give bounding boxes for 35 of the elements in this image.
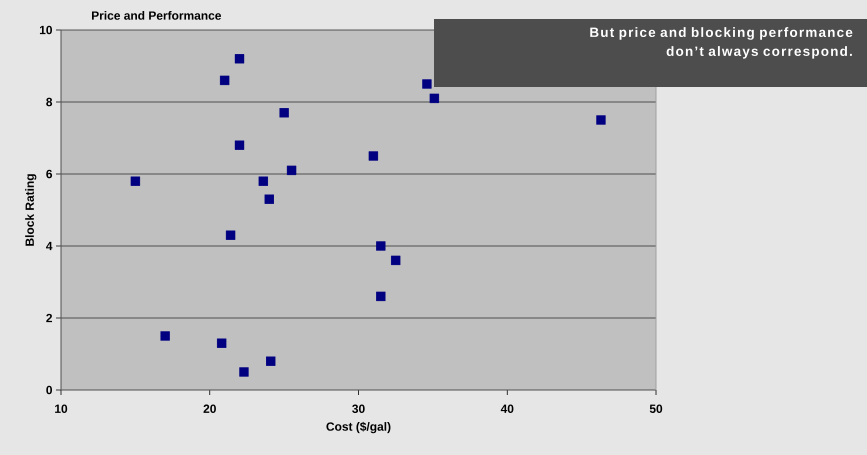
point — [160, 331, 170, 341]
point — [368, 151, 378, 161]
point — [279, 108, 289, 118]
point — [239, 367, 249, 377]
point — [286, 166, 296, 176]
point — [390, 256, 400, 266]
y-tick-label: 4 — [46, 242, 52, 250]
point — [596, 115, 606, 125]
point — [422, 79, 432, 89]
point — [376, 241, 386, 251]
x-axis-title: Cost ($/gal) — [326, 422, 390, 434]
annotation: But price and blocking performance don’t always correspond. — [590, 27, 852, 59]
point — [220, 76, 230, 86]
y-tick-label: 2 — [46, 314, 52, 322]
x-tick-label: 10 — [55, 404, 68, 413]
x-tick-label: 20 — [204, 404, 216, 413]
y-tick-label: 8 — [46, 98, 52, 106]
point — [130, 176, 140, 186]
y-tick-label: 6 — [46, 170, 52, 178]
x-tick-label: 30 — [352, 404, 365, 413]
point — [234, 140, 244, 150]
y-axis-title: Block Rating — [25, 174, 36, 246]
x-tick-label: 50 — [650, 404, 662, 413]
y-tick-label: 10 — [40, 26, 52, 34]
point — [234, 54, 244, 64]
chart-title: Price and Performance — [92, 11, 222, 20]
point — [376, 292, 386, 302]
point — [430, 94, 440, 104]
point — [264, 194, 274, 204]
x-tick-label: 40 — [500, 404, 514, 413]
point — [266, 356, 276, 366]
point — [226, 230, 236, 240]
point — [258, 176, 268, 186]
y-tick-label: 0 — [46, 386, 52, 394]
point — [216, 338, 226, 348]
